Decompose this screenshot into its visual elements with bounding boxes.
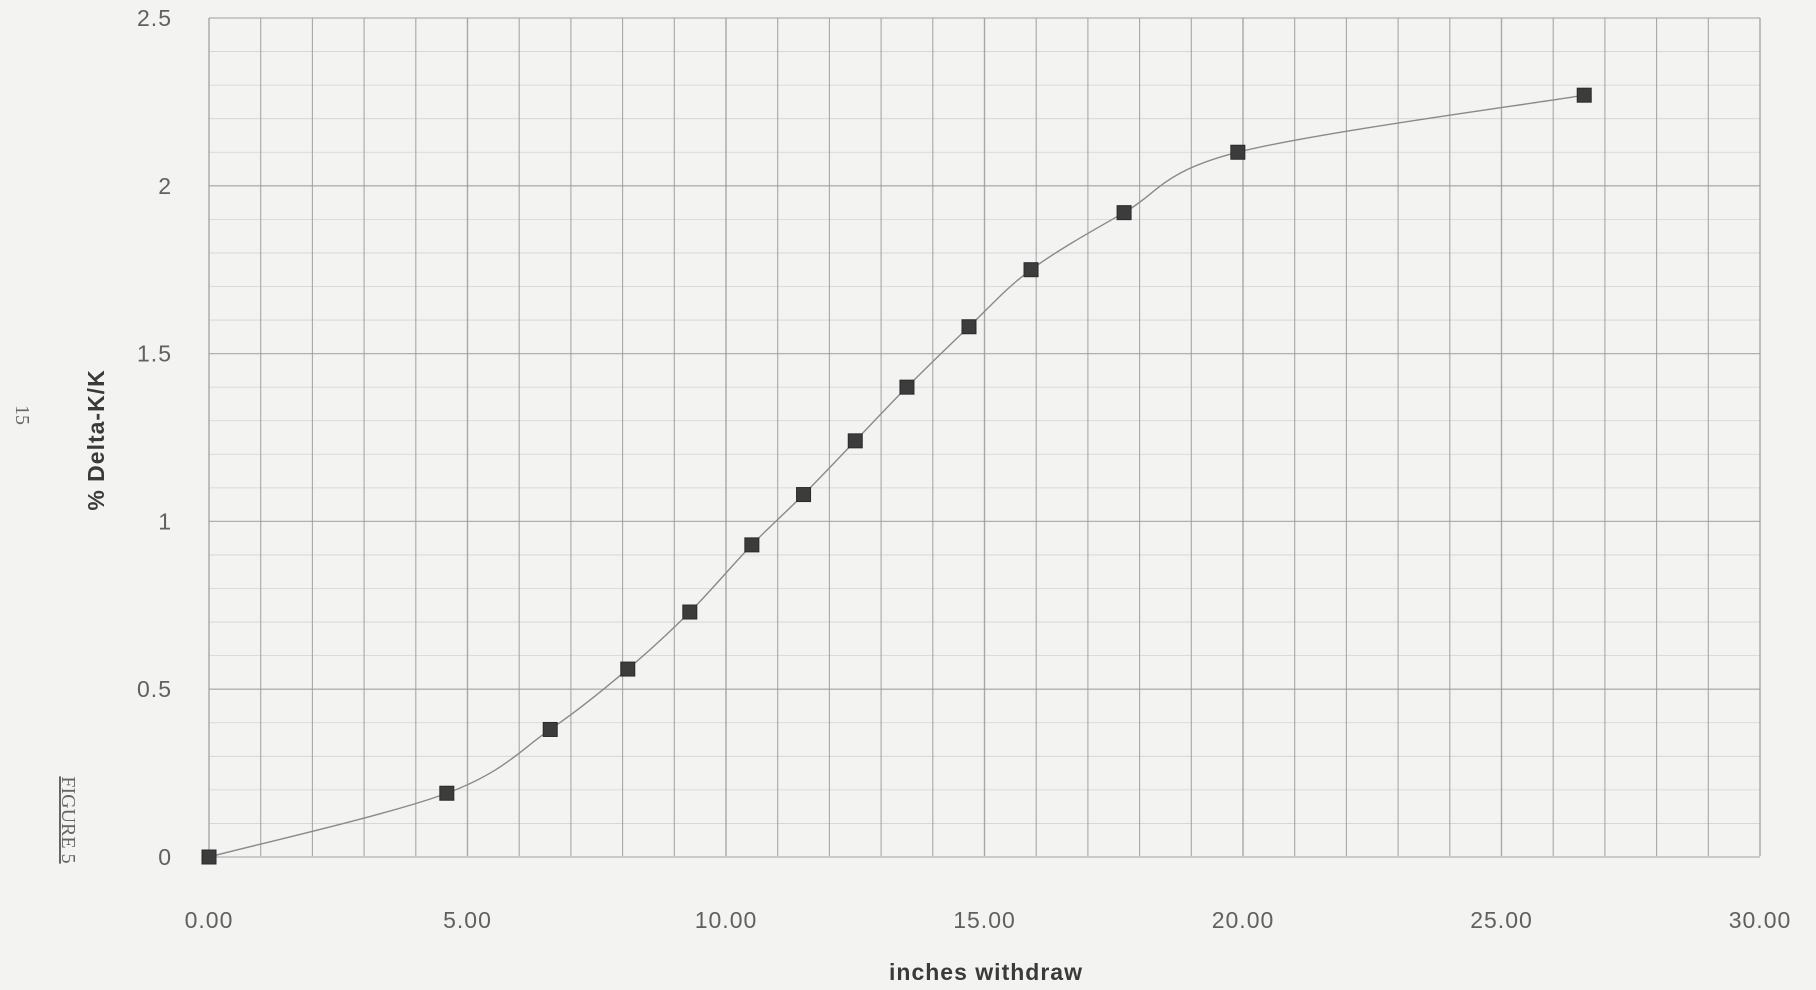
x-tick-label: 0.00 — [185, 907, 234, 933]
data-point — [1576, 87, 1592, 103]
data-point — [439, 785, 455, 801]
y-tick-label: 0.5 — [137, 676, 172, 702]
y-axis-title: % Delta-K/K — [83, 369, 109, 510]
y-tick-label: 1 — [158, 508, 172, 534]
data-point — [796, 487, 812, 503]
x-tick-labels: 0.00 5.00 10.00 15.00 20.00 25.00 30.00 — [185, 907, 1792, 933]
x-tick-label: 15.00 — [953, 907, 1016, 933]
data-point — [961, 319, 977, 335]
x-axis-title: inches withdraw — [889, 959, 1083, 985]
page-number: 15 — [11, 405, 33, 425]
data-point — [1023, 262, 1039, 278]
data-point — [1230, 144, 1246, 160]
data-point — [1116, 205, 1132, 221]
y-tick-label: 1.5 — [137, 341, 172, 367]
grid — [208, 17, 1761, 858]
data-point — [682, 604, 698, 620]
x-tick-label: 10.00 — [695, 907, 758, 933]
data-point — [847, 433, 863, 449]
y-tick-label: 2.5 — [137, 5, 172, 31]
x-tick-label: 5.00 — [443, 907, 492, 933]
data-point — [744, 537, 760, 553]
data-point — [201, 849, 217, 865]
y-tick-label: 0 — [158, 844, 172, 870]
data-point — [899, 379, 915, 395]
y-tick-labels: 0 0.5 1 1.5 2 2.5 — [137, 5, 172, 870]
data-points — [201, 87, 1592, 865]
series-line — [208, 94, 1585, 858]
data-point — [620, 661, 636, 677]
x-tick-label: 25.00 — [1470, 907, 1533, 933]
figure-label: FIGURE 5 — [57, 776, 79, 863]
x-tick-label: 30.00 — [1729, 907, 1792, 933]
data-point — [542, 721, 558, 737]
y-tick-label: 2 — [158, 173, 172, 199]
trend-line-group — [208, 94, 1585, 858]
x-tick-label: 20.00 — [1212, 907, 1275, 933]
